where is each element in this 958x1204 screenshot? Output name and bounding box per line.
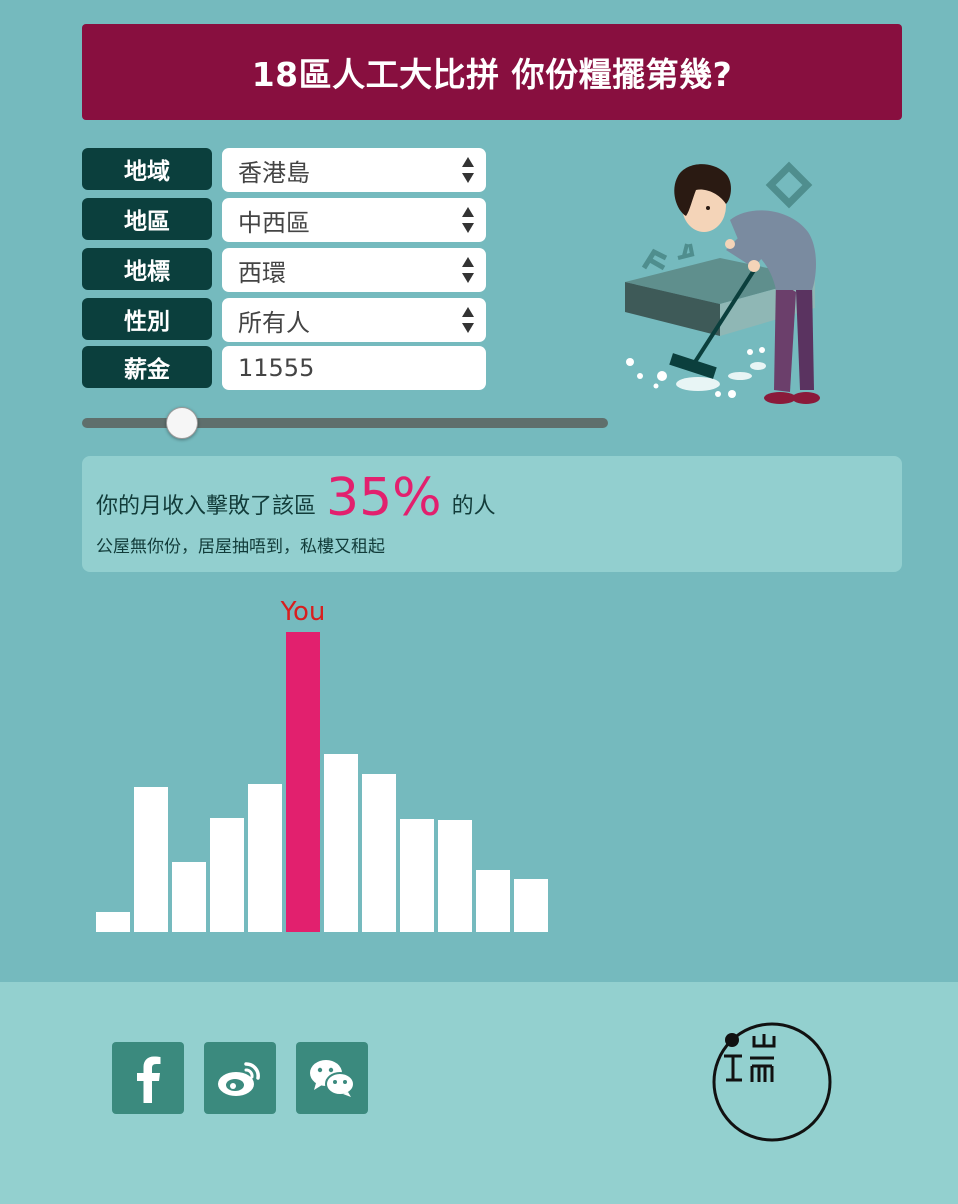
chart-you-label: You (280, 597, 326, 627)
district-select-value: 中西區 (238, 208, 310, 237)
chart-bar (134, 787, 168, 932)
chart-bar-you (286, 632, 320, 932)
select-arrows-icon (462, 157, 474, 183)
salary-input-value: 11555 (238, 354, 315, 382)
gender-label: 性別 (82, 298, 212, 340)
district-label: 地區 (82, 198, 212, 240)
facebook-share-button[interactable] (112, 1042, 184, 1114)
select-arrows-icon (462, 307, 474, 333)
district-row: 地區 中西區 (82, 198, 486, 242)
result-prefix: 你的月收入擊敗了該區 (96, 494, 317, 519)
result-line: 你的月收入擊敗了該區 35% 的人 (96, 460, 496, 524)
salary-slider-handle[interactable] (166, 407, 198, 439)
result-percent: 35% (326, 468, 442, 528)
wechat-share-button[interactable] (296, 1042, 368, 1114)
chart-bar (210, 818, 244, 932)
chart-bar (400, 819, 434, 932)
salary-distribution-chart: You (96, 597, 548, 932)
salary-label: 薪金 (82, 346, 212, 388)
page-title: 18區人工大比拼 你份糧擺第幾? (251, 55, 733, 94)
result-panel: 你的月收入擊敗了該區 35% 的人 公屋無你份，居屋抽唔到，私樓又租起 (82, 456, 902, 572)
select-arrows-icon (462, 257, 474, 283)
wechat-icon (310, 1060, 355, 1097)
salary-slider-track[interactable] (82, 418, 608, 428)
salary-row: 薪金 11555 (82, 346, 486, 390)
gender-select-value: 所有人 (238, 308, 310, 337)
salary-input[interactable]: 11555 (222, 346, 486, 390)
region-row: 地域 香港島 (82, 148, 486, 192)
weibo-icon (218, 1062, 260, 1096)
result-comment: 公屋無你份，居屋抽唔到，私樓又租起 (96, 537, 385, 557)
gender-select[interactable]: 所有人 (222, 298, 486, 342)
region-select-value: 香港島 (238, 158, 310, 187)
worker-mopping-illustration (625, 161, 820, 404)
chart-bar (476, 870, 510, 932)
chart-bar (96, 912, 130, 932)
gender-row: 性別 所有人 (82, 298, 486, 342)
chart-bar (172, 862, 206, 932)
chart-bar (514, 879, 548, 932)
landmark-select[interactable]: 西環 (222, 248, 486, 292)
weibo-share-button[interactable] (204, 1042, 276, 1114)
chart-bar (438, 820, 472, 932)
result-suffix: 的人 (451, 494, 496, 519)
select-arrows-icon (462, 207, 474, 233)
region-label: 地域 (82, 148, 212, 190)
region-select[interactable]: 香港島 (222, 148, 486, 192)
chart-bar (248, 784, 282, 932)
landmark-row: 地標 西環 (82, 248, 486, 292)
landmark-label: 地標 (82, 248, 212, 290)
chart-bar (362, 774, 396, 932)
chart-bar (324, 754, 358, 932)
district-select[interactable]: 中西區 (222, 198, 486, 242)
site-logo[interactable] (712, 1022, 832, 1142)
page-title-bar: 18區人工大比拼 你份糧擺第幾? (82, 24, 902, 120)
landmark-select-value: 西環 (238, 258, 286, 287)
facebook-icon (137, 1056, 161, 1103)
